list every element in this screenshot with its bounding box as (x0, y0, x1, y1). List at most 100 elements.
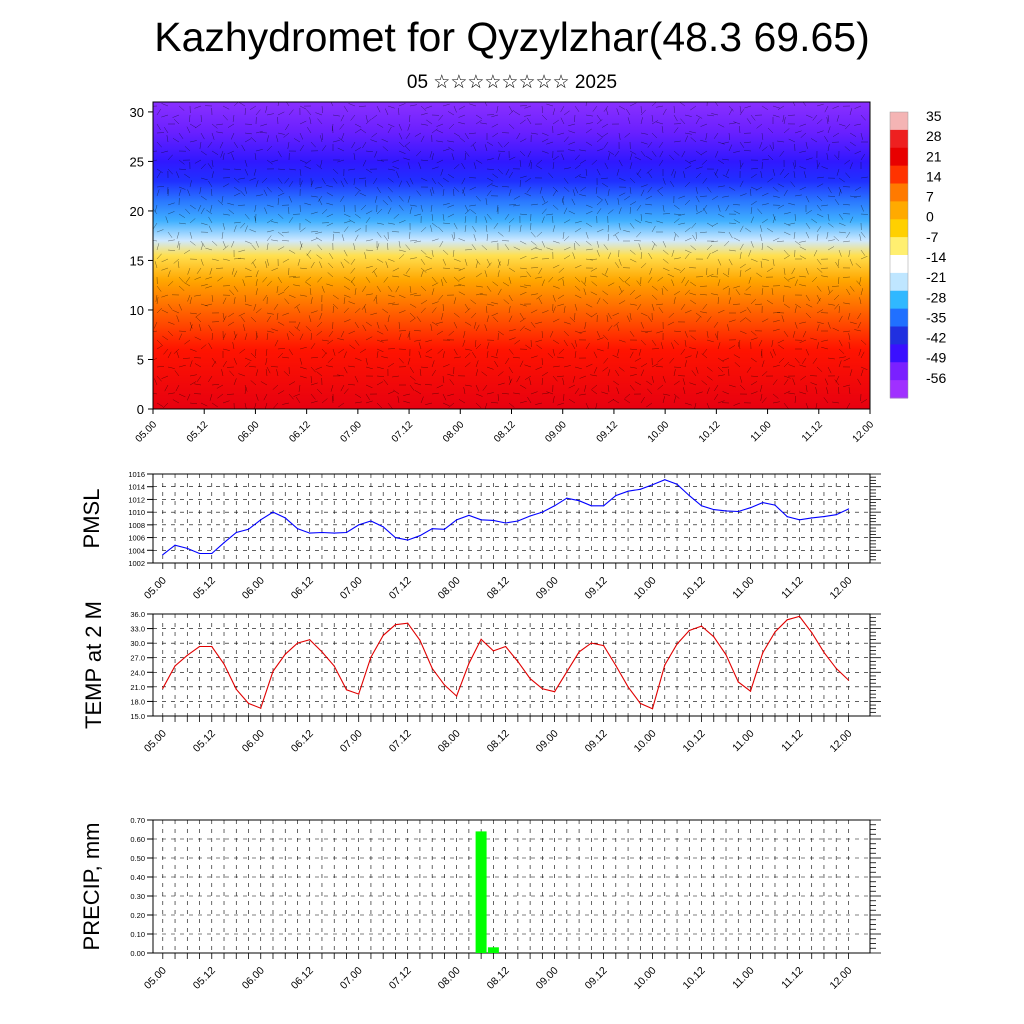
wind-barb (530, 256, 538, 260)
wind-barb (189, 204, 196, 210)
x-tick-label: 11.12 (779, 728, 806, 755)
wind-barb (156, 297, 159, 305)
wind-barb (189, 360, 193, 368)
wind-barb (574, 105, 580, 112)
wind-barb (524, 114, 532, 117)
data-point (676, 483, 678, 485)
wind-barb (210, 188, 213, 197)
x-tick-label: 11.00 (730, 965, 757, 992)
wind-barb (305, 159, 312, 165)
wind-barb (416, 150, 422, 157)
data-point (774, 631, 776, 633)
wind-barb (470, 141, 477, 147)
wind-barb (794, 240, 801, 246)
wind-barb (854, 186, 862, 191)
wind-barb (603, 357, 609, 364)
wind-barb (205, 247, 213, 251)
wind-barb (497, 231, 504, 237)
wind-barb (614, 262, 620, 269)
wind-barb (805, 114, 813, 118)
wind-barb (761, 285, 769, 288)
heatmap-gradient-fill (153, 102, 870, 409)
wind-barb (178, 222, 186, 225)
wind-barb (838, 231, 846, 234)
wind-barb (541, 240, 546, 248)
wind-barb (233, 285, 239, 292)
wind-barb (424, 384, 433, 386)
wind-barb (772, 393, 779, 399)
wind-barb (309, 288, 312, 296)
wind-barb (552, 162, 555, 170)
wind-barb (178, 213, 186, 218)
data-point (492, 519, 494, 522)
wind-barb (238, 102, 246, 107)
wind-barb (568, 210, 576, 215)
wind-barb (437, 348, 444, 354)
wind-barb (727, 324, 730, 332)
wind-barb (362, 159, 367, 167)
wind-barb (387, 285, 393, 292)
wind-barb (238, 249, 246, 253)
wind-barb (503, 141, 510, 148)
wind-barb (824, 105, 829, 113)
wind-barb (261, 177, 268, 183)
wind-barb (436, 159, 444, 164)
wind-barb (398, 294, 406, 299)
wind-barb (255, 270, 259, 278)
data-point (162, 687, 164, 689)
wind-barb (618, 192, 626, 197)
wind-barb (439, 240, 444, 248)
wind-barb (788, 364, 796, 368)
wind-barb (689, 131, 697, 134)
wind-barb (760, 261, 763, 269)
wind-barb (700, 311, 708, 314)
wind-barb (673, 218, 680, 224)
wind-barb (156, 402, 164, 407)
wind-barb (244, 225, 248, 233)
data-point (603, 645, 605, 647)
x-tick-label: 10.12 (681, 728, 708, 755)
wind-barb (603, 141, 609, 148)
wind-barb (657, 357, 664, 363)
wind-barb (640, 109, 646, 116)
wind-barb (527, 396, 532, 404)
wind-barb (816, 297, 821, 305)
wind-barb (722, 285, 730, 290)
data-point (198, 645, 201, 648)
wind-barb (178, 285, 185, 291)
wind-barb (655, 365, 664, 368)
wind-barb (607, 398, 615, 404)
wind-barb (783, 303, 790, 309)
wind-barb (684, 227, 691, 233)
wind-barb (706, 387, 710, 395)
wind-barb (530, 321, 536, 328)
wind-barb (266, 159, 273, 165)
wind-barb (154, 261, 158, 269)
wind-barb (178, 393, 186, 398)
wind-barb (827, 321, 831, 329)
wind-barb (794, 321, 798, 329)
wind-barb (508, 189, 512, 197)
wind-barb (299, 120, 307, 125)
wind-barb (255, 369, 259, 377)
wind-barb (464, 384, 472, 387)
wind-barb (702, 207, 708, 215)
wind-barb (348, 168, 356, 171)
y-tick-label: 1012 (128, 495, 145, 504)
wind-barb (788, 392, 796, 395)
wind-barb (162, 402, 169, 409)
wind-barb (332, 294, 339, 300)
wind-barb (799, 391, 807, 395)
wind-barb (717, 279, 721, 287)
wind-barb (816, 226, 822, 233)
wind-barb (316, 254, 323, 260)
wind-barb (859, 234, 862, 242)
wind-barb (431, 276, 437, 283)
wind-barb (838, 189, 842, 197)
wind-barb (165, 216, 169, 224)
wind-barb (206, 209, 213, 215)
wind-barb (767, 245, 774, 251)
wind-barb (229, 370, 235, 377)
wind-barb (738, 342, 741, 350)
wind-barb (701, 353, 708, 359)
